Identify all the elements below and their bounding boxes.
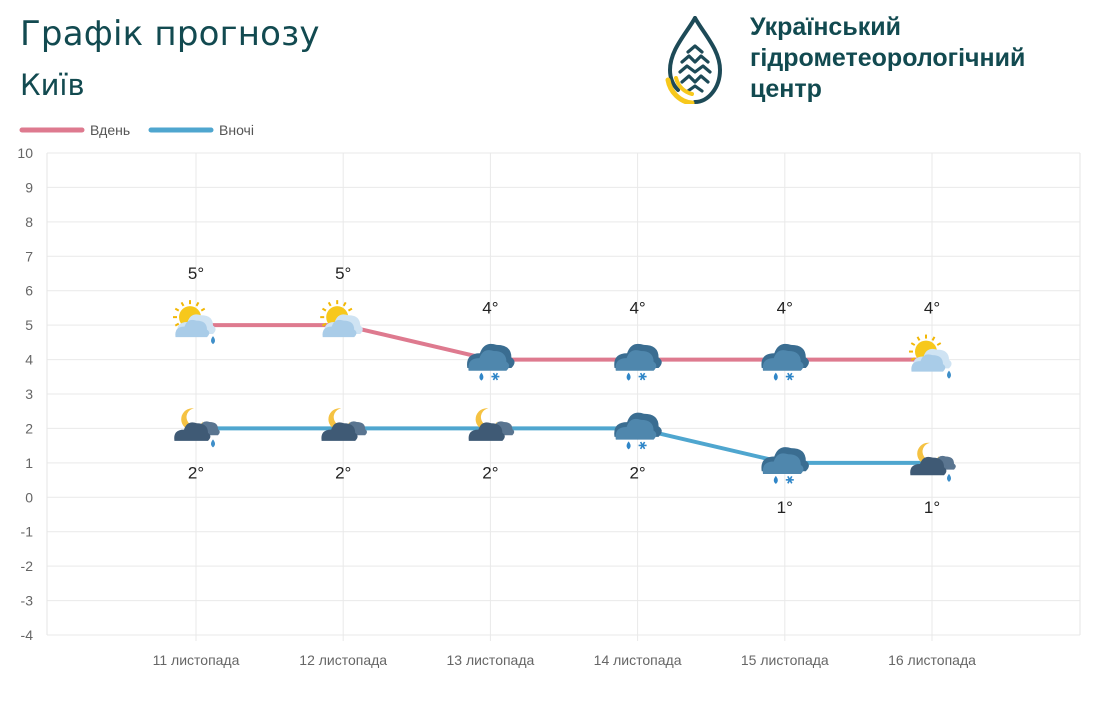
y-tick-label: 8 xyxy=(25,214,33,230)
x-tick-label: 13 листопада xyxy=(446,652,534,668)
city-name: Київ xyxy=(20,68,85,102)
data-label: 2° xyxy=(482,463,498,482)
organization-header: Український гідрометеорологічний центр xyxy=(664,10,1084,106)
x-tick-label: 11 листопада xyxy=(153,652,240,668)
legend-label: Вдень xyxy=(90,122,130,138)
y-tick-label: -2 xyxy=(21,558,34,574)
y-tick-label: 4 xyxy=(25,352,33,368)
organization-name-line: Український xyxy=(750,13,901,41)
sun-cloud-rain-icon xyxy=(173,300,216,345)
sun-cloud-rain-icon xyxy=(909,334,952,379)
cloud-rain-snow-icon xyxy=(467,343,515,381)
moon-cloud-rain-icon xyxy=(174,408,220,448)
organization-name-line: гідрометеорологічний xyxy=(750,44,1026,72)
series-line xyxy=(196,323,932,362)
data-label: 5° xyxy=(335,264,351,283)
x-tick-label: 15 листопада xyxy=(741,652,829,668)
x-tick-label: 12 листопада xyxy=(299,652,387,668)
y-tick-label: -1 xyxy=(21,524,34,540)
data-label: 1° xyxy=(777,498,793,517)
page-title: Графік прогнозу xyxy=(20,14,320,54)
data-label: 4° xyxy=(482,299,498,318)
cloud-rain-snow-icon xyxy=(761,343,809,381)
data-label: 1° xyxy=(924,498,940,517)
organization-name: Український гідрометеорологічний центр xyxy=(750,12,1025,105)
data-label: 4° xyxy=(629,299,645,318)
moon-cloud-rain-icon xyxy=(910,442,956,482)
y-tick-label: 6 xyxy=(25,283,33,299)
moon-cloud-icon xyxy=(468,408,515,441)
y-tick-label: 0 xyxy=(25,489,33,505)
x-tick-label: 16 листопада xyxy=(888,652,976,668)
drop-logo-icon xyxy=(665,16,723,104)
data-label: 2° xyxy=(188,463,204,482)
y-tick-label: 1 xyxy=(25,455,33,471)
data-label: 4° xyxy=(924,299,940,318)
x-tick-label: 14 листопада xyxy=(594,652,682,668)
cloud-rain-snow-icon xyxy=(614,343,662,381)
sun-cloud-icon xyxy=(320,300,363,338)
y-tick-label: 7 xyxy=(25,248,33,264)
cloud-rain-snow-icon xyxy=(761,447,809,484)
y-tick-label: -4 xyxy=(21,627,34,643)
data-label: 4° xyxy=(777,299,793,318)
legend-label: Вночі xyxy=(219,122,254,138)
y-tick-label: 3 xyxy=(25,386,33,402)
data-label: 2° xyxy=(335,463,351,482)
data-label: 2° xyxy=(629,463,645,482)
organization-name-line: центр xyxy=(750,75,822,103)
series-line xyxy=(196,426,932,465)
cloud-rain-snow-icon xyxy=(614,412,662,450)
y-tick-label: 2 xyxy=(25,420,33,436)
data-label: 5° xyxy=(188,264,204,283)
y-tick-label: 5 xyxy=(25,317,33,333)
y-tick-label: 9 xyxy=(25,179,33,195)
y-tick-label: -3 xyxy=(21,593,34,609)
y-tick-label: 10 xyxy=(17,145,33,161)
moon-cloud-icon xyxy=(321,408,367,441)
